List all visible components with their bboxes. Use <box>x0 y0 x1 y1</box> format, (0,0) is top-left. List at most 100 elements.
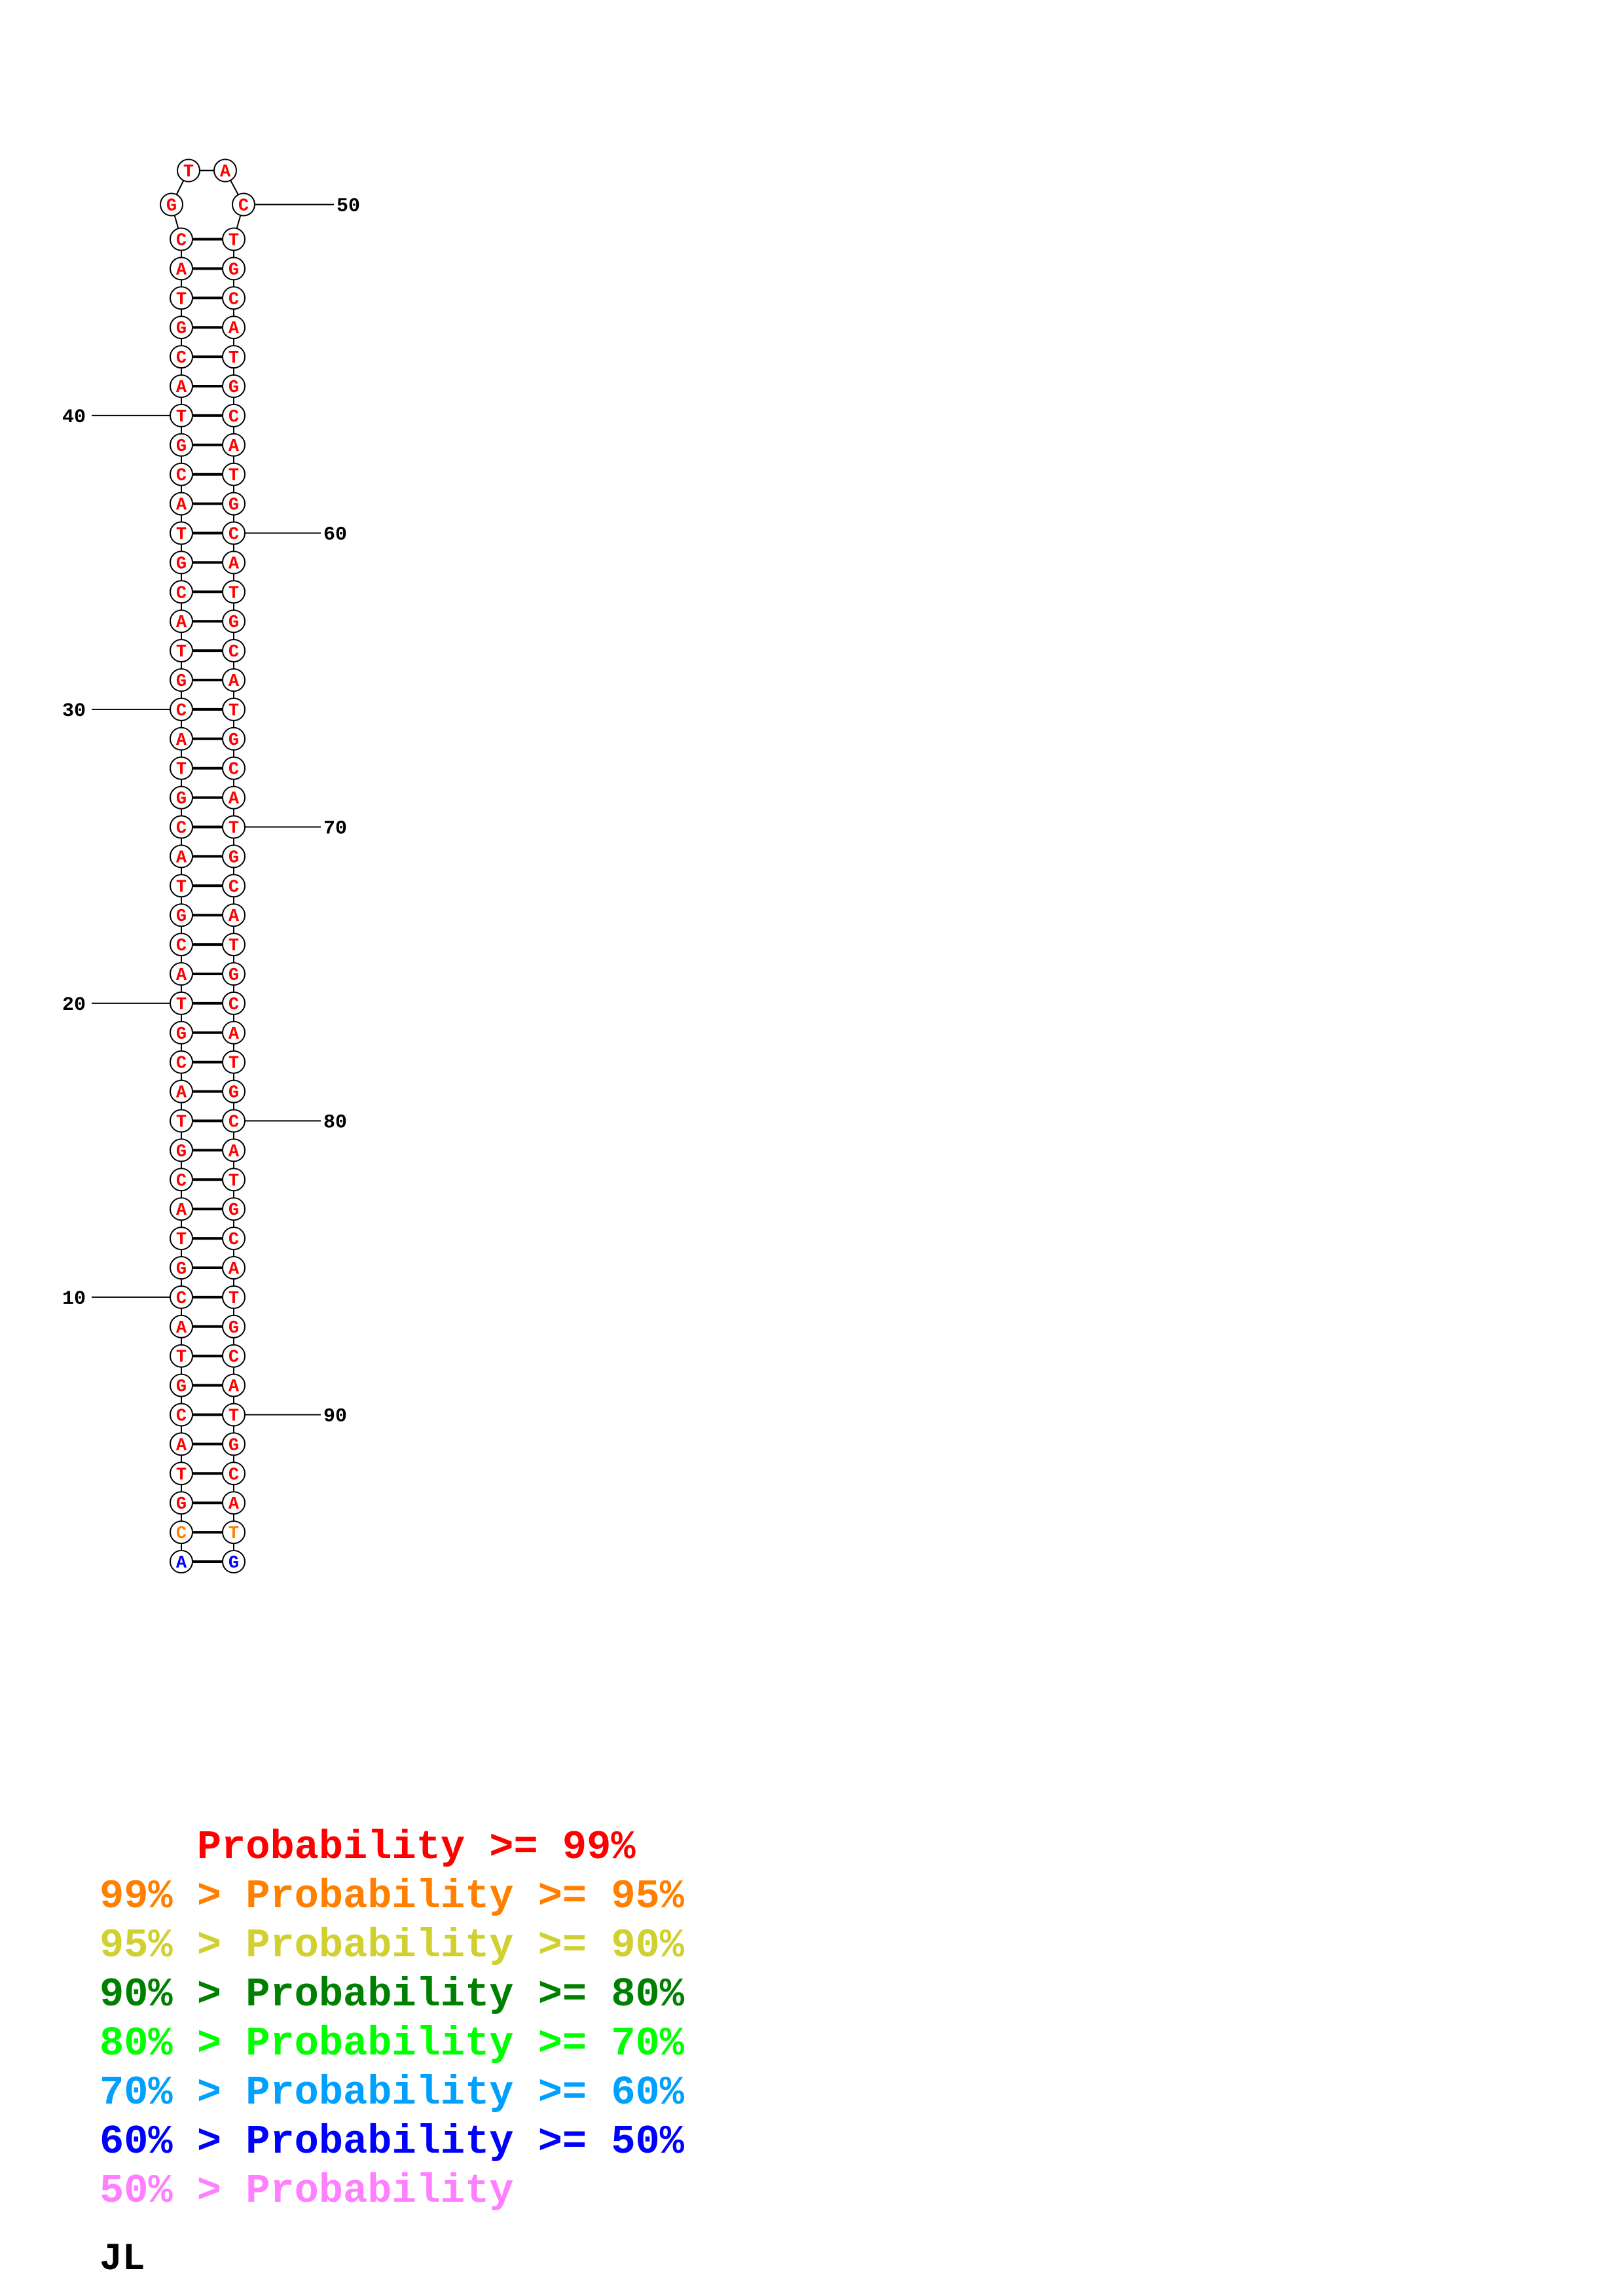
nucleotide-letter: G <box>228 731 239 751</box>
nucleotide-circle <box>170 962 193 986</box>
nucleotide-circle <box>222 1403 246 1427</box>
nucleotide-circle <box>170 521 193 545</box>
nucleotide-circle <box>170 1109 193 1133</box>
nucleotide-circle <box>170 1020 193 1045</box>
nucleotide-circle <box>222 1373 246 1397</box>
position-label: 70 <box>323 818 347 840</box>
nucleotide-circle <box>170 1197 193 1221</box>
nucleotide-letter: G <box>228 613 239 633</box>
nucleotide-letter: A <box>228 1260 240 1280</box>
nucleotide-circle <box>222 1197 246 1221</box>
nucleotide-circle <box>170 227 193 251</box>
nucleotide-circle <box>222 1462 246 1486</box>
nucleotide-letter: G <box>228 1436 239 1456</box>
nucleotide-circle <box>222 1079 246 1103</box>
nucleotide-circle <box>170 844 193 869</box>
nucleotide-circle <box>222 1432 246 1456</box>
nucleotide-letter: C <box>228 996 239 1015</box>
nucleotide-letter: C <box>176 232 187 251</box>
nucleotide-letter: C <box>228 1348 239 1368</box>
nucleotide-letter: A <box>228 319 240 339</box>
nucleotide-letter: T <box>176 290 187 310</box>
probability-legend: Probability >= 99% 99% > Probability >= 9… <box>100 1823 684 2215</box>
nucleotide-letter: A <box>176 1436 187 1456</box>
author-initials: JL <box>100 2238 145 2281</box>
nucleotide-letter: T <box>228 1407 239 1427</box>
nucleotide-letter: T <box>176 878 187 897</box>
nucleotide-circle <box>170 785 193 810</box>
position-label: 60 <box>323 524 347 547</box>
nucleotide-circle <box>222 257 246 281</box>
nucleotide-letter: T <box>176 996 187 1015</box>
nucleotide-letter: C <box>228 1230 239 1250</box>
nucleotide-letter: T <box>228 1524 239 1544</box>
nucleotide-circle <box>170 1050 193 1074</box>
nucleotide-letter: A <box>176 1554 187 1573</box>
nucleotide-letter: A <box>228 907 240 927</box>
position-label: 90 <box>323 1406 347 1428</box>
nucleotide-letter: T <box>228 937 239 956</box>
nucleotide-circle <box>222 609 246 634</box>
nucleotide-letter: T <box>176 1230 187 1250</box>
nucleotide-circle <box>222 1138 246 1162</box>
nucleotide-letter: C <box>228 1113 239 1133</box>
legend-row: 60% > Probability >= 50% <box>100 2119 684 2165</box>
legend-row: Probability >= 99% <box>100 1824 636 1871</box>
nucleotide-letter: G <box>228 1319 239 1338</box>
nucleotide-circle <box>170 550 193 575</box>
nucleotide-circle <box>222 1285 246 1309</box>
nucleotide-letter: C <box>228 643 239 662</box>
nucleotide-circle <box>222 1314 246 1338</box>
nucleotide-circle <box>170 1168 193 1192</box>
nucleotide-letter: G <box>176 1260 187 1280</box>
nucleotide-letter: C <box>176 1172 187 1191</box>
nucleotide-circle <box>222 962 246 986</box>
nucleotide-circle <box>170 639 193 663</box>
nucleotide-circle <box>170 1344 193 1368</box>
nucleotide-letter: T <box>176 643 187 662</box>
nucleotide-circle <box>222 227 246 251</box>
nucleotide-letter: A <box>176 848 187 868</box>
position-label: 10 <box>62 1288 86 1310</box>
nucleotide-letter: A <box>176 260 187 280</box>
nucleotide-circle <box>222 403 246 427</box>
nucleotide-letter: C <box>176 937 187 956</box>
nucleotide-letter: A <box>228 672 240 692</box>
nucleotide-circle <box>170 1256 193 1280</box>
nucleotide-circle <box>222 815 246 839</box>
nucleotide-circle <box>222 1109 246 1133</box>
nucleotide-circle <box>213 158 237 183</box>
nucleotide-letter: T <box>228 349 239 368</box>
nucleotide-circle <box>222 639 246 663</box>
nucleotide-circle <box>222 933 246 957</box>
nucleotide-circle <box>170 345 193 369</box>
nucleotide-circle <box>222 462 246 486</box>
nucleotide-circle <box>222 874 246 898</box>
nucleotide-letter: T <box>228 1289 239 1309</box>
nucleotide-letter: C <box>176 1054 187 1074</box>
nucleotide-letter: T <box>228 819 239 839</box>
nucleotide-letter: A <box>228 1378 240 1397</box>
legend-row: 90% > Probability >= 80% <box>100 1971 684 2018</box>
nucleotide-letter: A <box>228 554 240 574</box>
nucleotide-letter: G <box>228 260 239 280</box>
nucleotide-letter: C <box>228 761 239 780</box>
nucleotide-letter: C <box>176 1289 187 1309</box>
nucleotide-circle <box>222 903 246 927</box>
nucleotide-letter: G <box>176 554 187 574</box>
nucleotide-circle <box>222 697 246 721</box>
position-label: 80 <box>323 1112 347 1134</box>
nucleotide-letter: A <box>228 1142 240 1162</box>
nucleotide-circle <box>222 726 246 751</box>
nucleotide-circle <box>170 1138 193 1162</box>
nucleotide-circle <box>170 1079 193 1103</box>
nucleotide-circle <box>170 492 193 516</box>
nucleotide-circle <box>222 521 246 545</box>
nucleotide-circle <box>222 1050 246 1074</box>
nucleotide-letter: C <box>176 1524 187 1544</box>
nucleotide-letter: T <box>176 1348 187 1368</box>
nucleotide-letter: C <box>228 878 239 897</box>
nucleotide-circle <box>170 462 193 486</box>
nucleotide-circle <box>170 1403 193 1427</box>
nucleotide-circle <box>222 1227 246 1251</box>
